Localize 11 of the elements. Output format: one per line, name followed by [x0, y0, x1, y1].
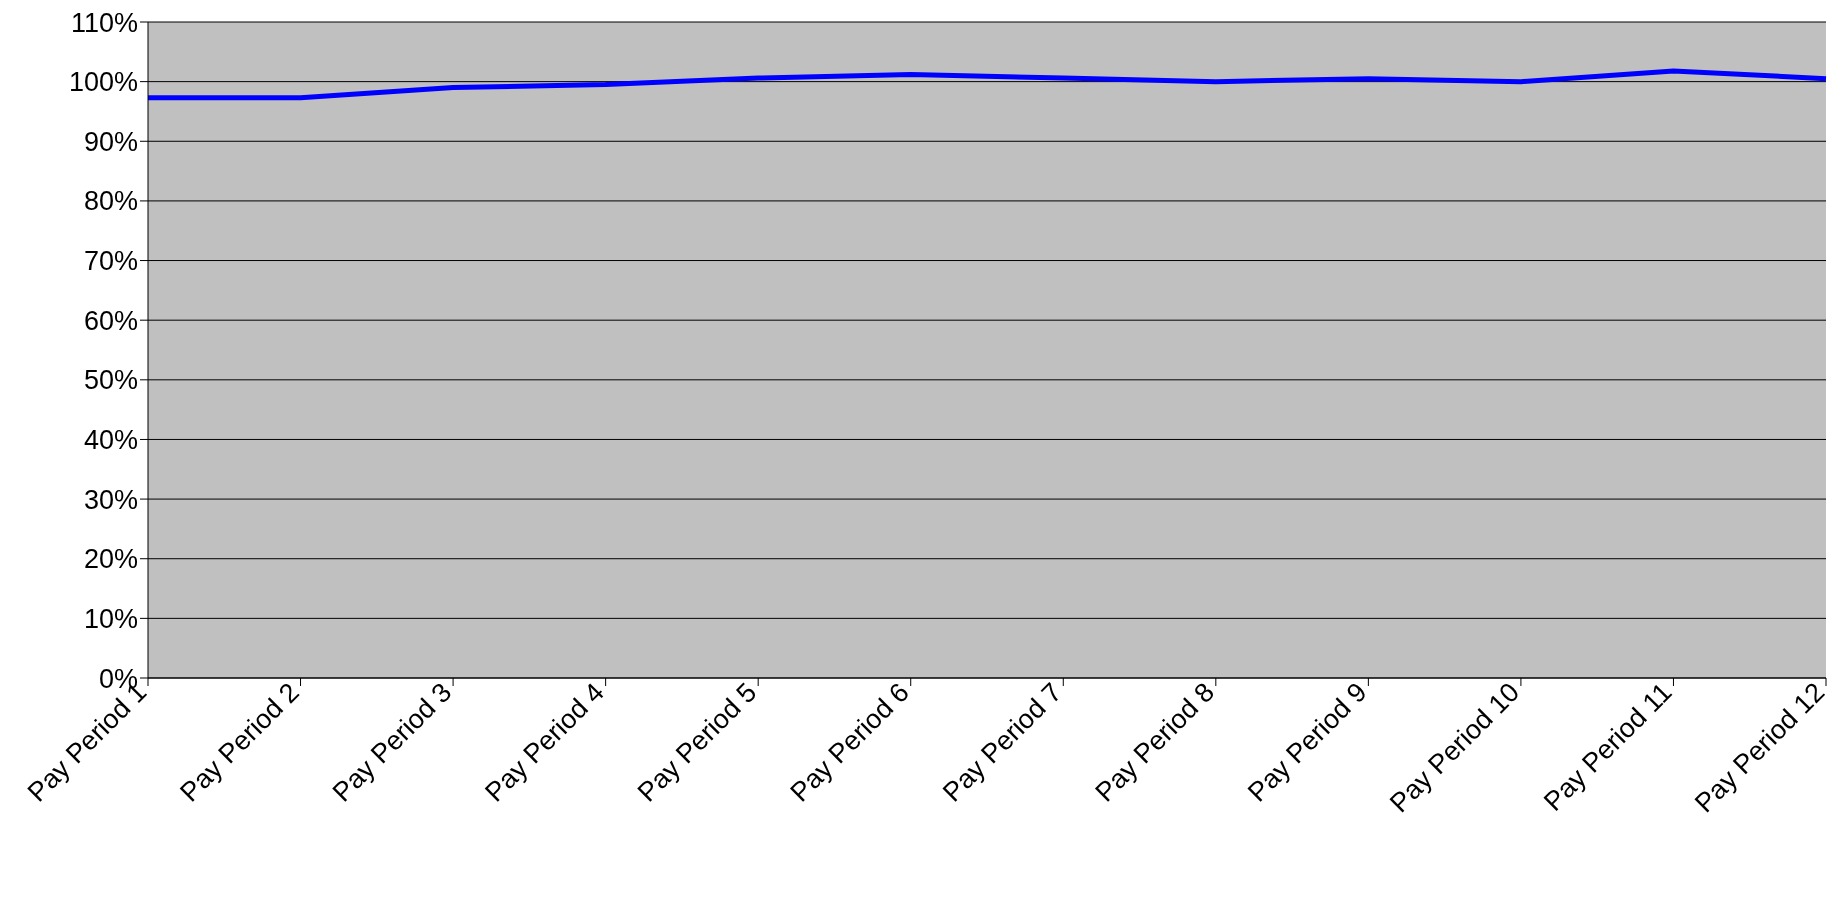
- y-tick-label: 10%: [83, 603, 138, 634]
- y-tick-label: 100%: [68, 67, 138, 98]
- y-tick-label: 70%: [83, 246, 138, 277]
- y-tick-label: 90%: [83, 126, 138, 157]
- y-tick-label: 80%: [83, 186, 138, 217]
- y-tick-label: 40%: [83, 425, 138, 456]
- y-tick-label: 110%: [70, 7, 138, 38]
- y-tick-label: 60%: [83, 305, 138, 336]
- y-tick-label: 30%: [83, 484, 138, 515]
- y-tick-label: 20%: [83, 544, 138, 575]
- y-tick-label: 50%: [83, 365, 138, 396]
